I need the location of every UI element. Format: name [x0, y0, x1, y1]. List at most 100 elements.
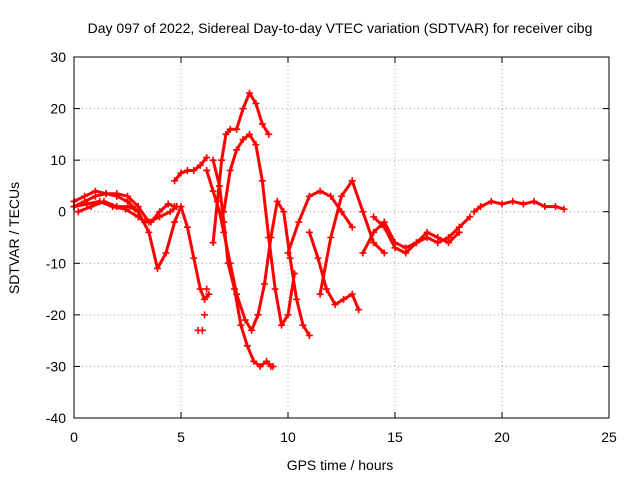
data-point — [216, 182, 224, 190]
data-point — [239, 105, 247, 113]
data-point — [273, 197, 281, 205]
data-point — [258, 177, 266, 185]
data-point — [183, 166, 191, 174]
data-point — [305, 331, 313, 339]
data-point — [265, 130, 273, 138]
data-point — [201, 295, 209, 303]
data-point — [370, 213, 378, 221]
data-point — [87, 203, 95, 211]
data-point — [265, 234, 273, 241]
data-point — [359, 249, 367, 257]
data-point — [258, 120, 266, 128]
data-point — [314, 254, 322, 262]
data-point — [203, 154, 211, 162]
data-point — [113, 190, 121, 198]
data-point — [220, 208, 228, 216]
data-point — [331, 301, 339, 309]
data-point — [164, 200, 172, 208]
data-point — [498, 200, 506, 208]
data-point — [271, 285, 279, 293]
data-point — [260, 280, 268, 288]
data-point — [241, 316, 249, 324]
data-point — [83, 200, 91, 208]
data-point — [237, 321, 245, 329]
data-point — [190, 254, 198, 262]
data-point — [205, 290, 213, 298]
data-point — [541, 203, 549, 211]
data-point — [233, 146, 241, 154]
data-point — [177, 169, 185, 177]
data-point — [290, 270, 298, 278]
y-tick-label: 10 — [50, 152, 66, 168]
data-point — [286, 254, 294, 262]
x-tick-label: 25 — [601, 429, 617, 445]
isolated-data-point — [198, 326, 206, 334]
data-point — [171, 203, 179, 211]
data-point — [171, 177, 179, 185]
data-point — [530, 197, 538, 205]
data-point — [183, 223, 191, 231]
data-point — [254, 311, 262, 319]
series-arc-9 — [222, 132, 296, 327]
data-point — [284, 311, 292, 319]
data-point — [220, 228, 228, 236]
series-arc-4 — [76, 199, 140, 214]
data-point — [323, 285, 331, 293]
data-point — [145, 228, 153, 236]
data-point — [338, 208, 345, 216]
isolated-data-point — [201, 311, 209, 319]
data-point — [278, 321, 286, 329]
data-point — [359, 208, 367, 216]
data-point — [355, 306, 363, 314]
data-point — [196, 161, 204, 169]
data-point — [171, 218, 179, 226]
data-point — [233, 125, 241, 133]
data-point — [370, 228, 378, 236]
data-point — [391, 244, 399, 252]
data-point — [162, 249, 170, 257]
data-point — [434, 234, 442, 241]
data-point — [250, 357, 258, 365]
data-point — [252, 141, 260, 149]
chart-title: Day 097 of 2022, Sidereal Day-to-day VTE… — [88, 20, 593, 36]
data-layer — [70, 89, 568, 370]
data-point — [380, 223, 388, 231]
data-point — [256, 362, 264, 370]
data-point — [560, 205, 568, 213]
data-point — [327, 192, 335, 200]
y-tick-label: 0 — [58, 204, 66, 220]
data-point — [316, 290, 324, 298]
data-point — [402, 249, 410, 257]
series-arc-5 — [173, 156, 209, 183]
data-point — [222, 130, 230, 138]
data-point — [81, 192, 89, 200]
axis-ticks: 0 5 10 15 20 25 30 20 10 0 -10 -20 -30 -40 — [46, 49, 617, 445]
data-point — [269, 362, 277, 370]
data-point — [348, 223, 356, 231]
data-point — [248, 326, 256, 334]
data-point — [466, 213, 474, 221]
data-point — [477, 203, 485, 211]
data-point — [455, 228, 463, 236]
data-point — [190, 166, 198, 174]
data-point — [209, 156, 217, 164]
data-point — [252, 99, 260, 107]
data-point — [102, 190, 110, 198]
y-tick-label: 30 — [50, 49, 66, 65]
data-point — [445, 239, 452, 247]
data-point — [166, 208, 174, 216]
data-point — [263, 357, 271, 365]
data-point — [380, 249, 388, 257]
x-tick-label: 5 — [177, 429, 185, 445]
y-tick-label: -20 — [46, 307, 66, 323]
data-point — [113, 203, 121, 211]
grid-layer — [74, 57, 609, 418]
data-point — [348, 177, 356, 185]
data-point — [218, 156, 226, 164]
data-point — [100, 197, 108, 205]
data-point — [233, 290, 241, 298]
series-arc-11 — [307, 230, 361, 312]
data-point — [147, 218, 155, 226]
data-point — [239, 136, 247, 144]
